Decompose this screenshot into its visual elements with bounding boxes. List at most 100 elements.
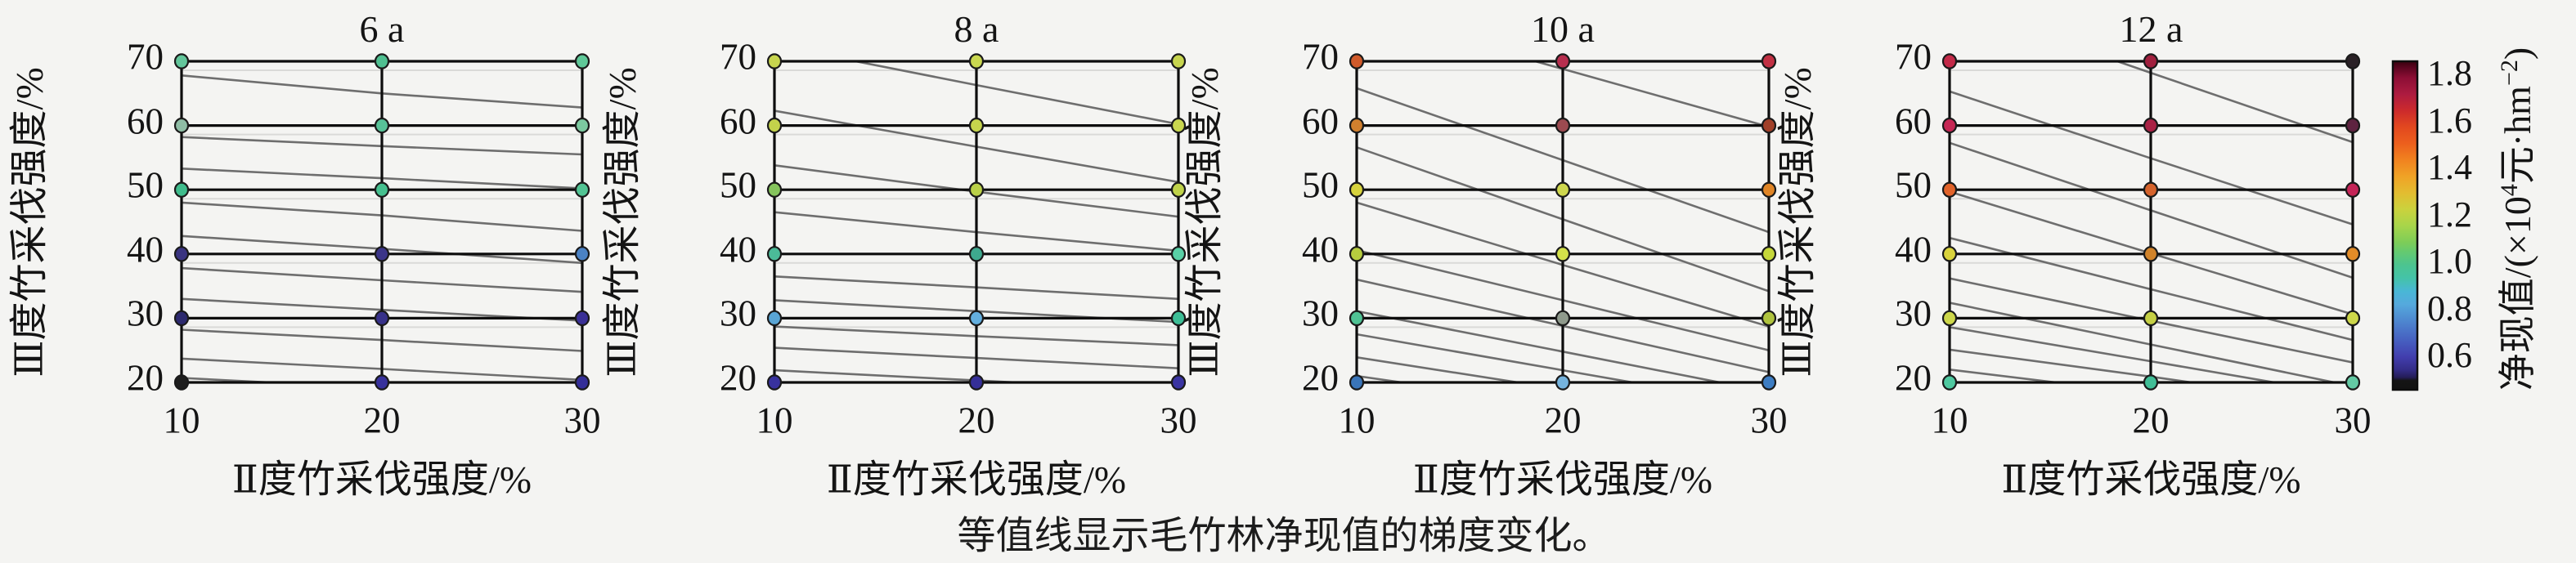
y-axis-label: Ⅲ度竹采伐强度/%	[601, 66, 644, 378]
contour-line	[1950, 369, 2065, 382]
colorbar-label-mid: 元·hm	[2497, 86, 2539, 185]
data-point-marker	[1555, 117, 1571, 134]
data-point-marker	[574, 246, 590, 262]
y-tick-label: 20	[1895, 357, 1932, 399]
y-tick-label: 40	[720, 229, 756, 270]
y-tick-label: 30	[720, 293, 756, 334]
data-point-marker	[2143, 181, 2159, 198]
data-point-marker	[173, 117, 190, 134]
data-point-marker	[766, 246, 783, 262]
y-tick-label: 60	[1302, 101, 1339, 142]
y-tick-label: 70	[1302, 36, 1339, 78]
data-point-marker	[968, 246, 985, 262]
colorbar-label-suffix: )	[2497, 47, 2539, 60]
colorbar-tick-label: 1.8	[2427, 52, 2472, 93]
data-point-marker	[574, 374, 590, 391]
data-point-marker	[766, 374, 783, 391]
data-point-marker	[173, 246, 190, 262]
data-point-marker	[1761, 181, 1777, 198]
data-point-marker	[374, 310, 390, 327]
subplot-12a	[1941, 53, 2361, 391]
y-tick-label: 30	[1302, 293, 1339, 334]
data-point-marker	[1349, 374, 1365, 391]
data-point-marker	[1170, 374, 1187, 391]
plot-title: 12 a	[2119, 8, 2183, 50]
y-tick-label: 40	[127, 229, 164, 270]
plot-title: 10 a	[1531, 8, 1595, 50]
x-tick-label: 10	[163, 400, 200, 441]
data-point-marker	[2143, 310, 2159, 327]
y-tick-label: 50	[720, 164, 756, 206]
colorbar-label-prefix: 净现值/(×10	[2497, 196, 2539, 391]
x-tick-label: 30	[1750, 400, 1788, 441]
x-tick-label: 20	[2132, 400, 2170, 441]
data-point-marker	[2143, 374, 2159, 391]
y-tick-label: 30	[1895, 293, 1932, 334]
figure-caption: 等值线显示毛竹林净现值的梯度变化。	[957, 515, 1611, 558]
data-point-marker	[574, 310, 590, 327]
colorbar-tick-label: 0.8	[2427, 288, 2472, 328]
plot-title: 6 a	[359, 8, 405, 50]
data-point-marker	[374, 53, 390, 69]
x-tick-label: 30	[2334, 400, 2372, 441]
data-point-marker	[374, 246, 390, 262]
data-point-marker	[968, 181, 985, 198]
colorbar-tick-label: 1.0	[2427, 241, 2472, 282]
data-point-marker	[2345, 374, 2361, 391]
x-tick-label: 30	[1160, 400, 1197, 441]
data-point-marker	[968, 117, 985, 134]
y-tick-label: 40	[1302, 229, 1339, 270]
y-axis-label: Ⅲ度竹采伐强度/%	[8, 66, 52, 378]
data-point-marker	[1170, 246, 1187, 262]
data-point-marker	[1170, 310, 1187, 327]
data-point-marker	[374, 374, 390, 391]
data-point-marker	[374, 117, 390, 134]
data-point-marker	[1555, 246, 1571, 262]
data-point-marker	[766, 117, 783, 134]
data-point-marker	[1941, 181, 1958, 198]
contour-line	[1357, 356, 1525, 382]
y-tick-label: 70	[720, 36, 756, 78]
y-axis-label: Ⅲ度竹采伐强度/%	[1183, 66, 1227, 378]
data-point-marker	[173, 181, 190, 198]
plot-title: 8 a	[954, 8, 999, 50]
x-tick-label: 10	[1338, 400, 1376, 441]
colorbar-tick-label: 0.6	[2427, 335, 2472, 376]
data-point-marker	[1555, 310, 1571, 327]
x-tick-label: 10	[1931, 400, 1968, 441]
data-point-marker	[1941, 310, 1958, 327]
y-tick-label: 60	[127, 101, 164, 142]
colorbar-axis-label: 净现值/(×104元·hm−2)	[2495, 47, 2539, 391]
data-point-marker	[766, 310, 783, 327]
data-point-marker	[1555, 181, 1571, 198]
y-tick-label: 50	[127, 164, 164, 206]
data-point-marker	[1941, 246, 1958, 262]
colorbar-label-sup-4: 4	[2495, 184, 2523, 197]
x-tick-label: 10	[756, 400, 793, 441]
data-point-marker	[1170, 53, 1187, 69]
y-tick-label: 60	[1895, 101, 1932, 142]
data-point-marker	[1761, 246, 1777, 262]
data-point-marker	[2345, 246, 2361, 262]
colorbar-tick-label: 1.6	[2427, 100, 2472, 141]
x-axis-label: Ⅱ度竹采伐强度/%	[1412, 458, 1713, 502]
x-axis-label: Ⅱ度竹采伐强度/%	[2001, 458, 2301, 502]
data-point-marker	[2143, 246, 2159, 262]
data-point-marker	[2345, 53, 2361, 69]
subplot-10a	[1349, 53, 1777, 391]
y-tick-label: 70	[127, 36, 164, 78]
y-tick-label: 20	[1302, 357, 1339, 399]
data-point-marker	[2143, 117, 2159, 134]
data-point-marker	[574, 53, 590, 69]
data-point-marker	[1349, 181, 1365, 198]
data-point-marker	[1349, 246, 1365, 262]
data-point-marker	[1555, 53, 1571, 69]
data-point-marker	[968, 53, 985, 69]
x-tick-label: 20	[958, 400, 995, 441]
data-point-marker	[1349, 310, 1365, 327]
y-tick-label: 20	[127, 357, 164, 399]
data-point-marker	[1170, 181, 1187, 198]
x-axis-label: Ⅱ度竹采伐强度/%	[826, 458, 1127, 502]
data-point-marker	[374, 181, 390, 198]
